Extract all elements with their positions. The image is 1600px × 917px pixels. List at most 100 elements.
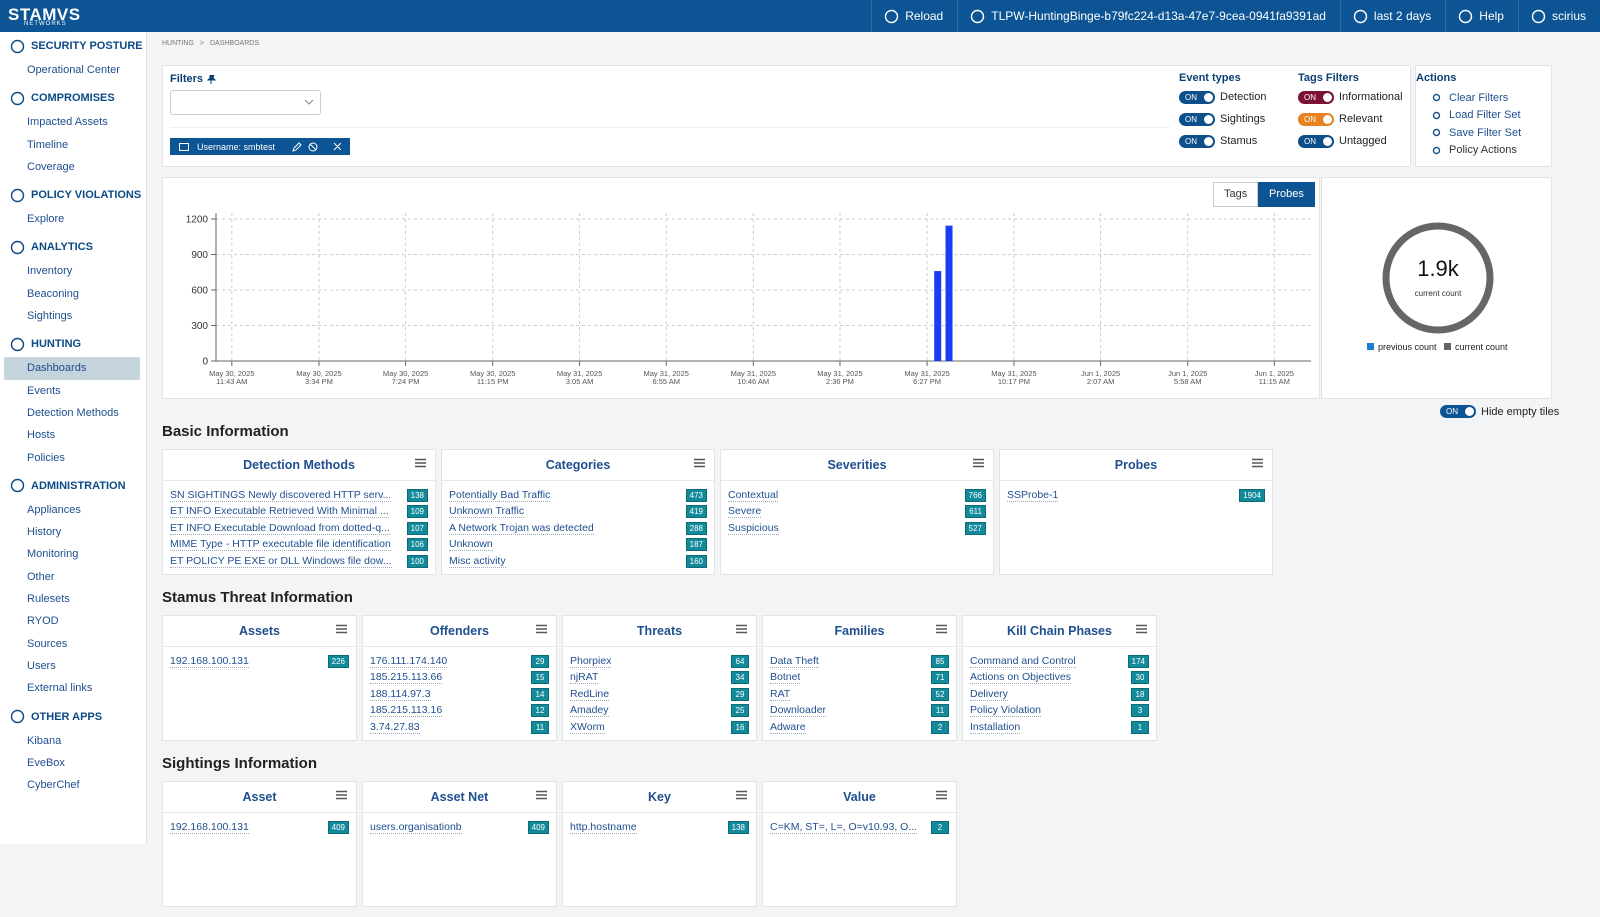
nav-link[interactable]: Monitoring [4,543,140,565]
row-label[interactable]: MIME Type - HTTP executable file identif… [170,538,391,551]
row-label[interactable]: Botnet [770,671,800,684]
toggle[interactable]: ONInformational [1298,86,1403,108]
row-label[interactable]: njRAT [570,671,598,684]
nav-link[interactable]: Sightings [4,305,140,327]
row-label[interactable]: 185.215.113.66 [370,671,442,684]
nav-link[interactable]: Detection Methods [4,402,140,424]
row-label[interactable]: 192.168.100.131 [170,821,249,834]
row-label[interactable]: ET INFO Executable Retrieved With Minima… [170,505,389,518]
row-label[interactable]: C=KM, ST=, L=, O=v10.93, O... [770,821,917,834]
toggle[interactable]: ONSightings [1179,108,1266,130]
row-label[interactable]: Potentially Bad Traffic [449,489,550,502]
tile-menu[interactable] [936,624,947,634]
nav-link[interactable]: Policies [4,447,140,469]
row-label[interactable]: A Network Trojan was detected [449,522,594,535]
tile-menu[interactable] [936,790,947,800]
row-label[interactable]: 185.215.113.16 [370,704,442,717]
nav-link[interactable]: Coverage [4,156,140,178]
nav-link[interactable]: Kibana [4,730,140,752]
tile-menu[interactable] [536,624,547,634]
row-label[interactable]: 192.168.100.131 [170,655,249,668]
row-label[interactable]: Suspicious [728,522,779,535]
row-label[interactable]: Adware [770,721,806,734]
row-label[interactable]: Policy Violation [970,704,1041,717]
nav-link[interactable]: Events [4,380,140,402]
nav-link[interactable]: Hosts [4,424,140,446]
row-label[interactable]: Downloader [770,704,826,717]
nav-link[interactable]: Timeline [4,134,140,156]
row-label[interactable]: Amadey [570,704,609,717]
toggle[interactable]: ONHide empty tiles [1440,404,1559,419]
tile-rows: 192.168.100.131409 [163,813,356,836]
nav-link[interactable]: Sources [4,633,140,655]
row-label[interactable]: users.organisationb [370,821,462,834]
row-label[interactable]: Command and Control [970,655,1076,668]
nav-link[interactable]: Users [4,655,140,677]
nav-link[interactable]: EveBox [4,752,140,774]
nav-link[interactable]: Impacted Assets [4,111,140,133]
row-label[interactable]: RedLine [570,688,609,701]
tile-menu[interactable] [694,458,705,468]
toggle[interactable]: ONStamus [1179,130,1266,152]
nav-link[interactable]: Dashboards [4,357,140,379]
row-label[interactable]: RAT [770,688,790,701]
row-label[interactable]: XWorm [570,721,605,734]
nav-link[interactable]: Beaconing [4,283,140,305]
action[interactable]: Clear Filters [1432,89,1521,107]
divider [170,127,1170,128]
toggle[interactable]: ONDetection [1179,86,1266,108]
nav-link[interactable]: External links [4,677,140,699]
top-item[interactable]: Help [1445,0,1518,32]
nav-link[interactable]: Appliances [4,499,140,521]
nav-section: OTHER APPSKibanaEveBoxCyberChef [0,704,146,797]
tile-menu[interactable] [736,624,747,634]
action[interactable]: Load Filter Set [1432,107,1521,125]
top-item[interactable]: scirius [1518,0,1600,32]
nav-link[interactable]: Inventory [4,260,140,282]
row-label[interactable]: SN SIGHTINGS Newly discovered HTTP serv.… [170,489,391,502]
action-label: Clear Filters [1449,92,1508,104]
chip-buttons[interactable] [291,142,341,152]
row-label[interactable]: Phorpiex [570,655,611,668]
nav-link[interactable]: RYOD [4,610,140,632]
top-item[interactable]: TLPW-HuntingBinge-b79fc224-d13a-47e7-9ce… [957,0,1340,32]
nav-link[interactable]: Other [4,566,140,588]
nav-link[interactable]: Explore [4,208,140,230]
tile-menu[interactable] [1136,624,1147,634]
action[interactable]: Policy Actions [1432,142,1521,160]
row-label[interactable]: Contextual [728,489,778,502]
row-label[interactable]: Unknown Traffic [449,505,524,518]
nav-link[interactable]: Operational Center [4,59,140,81]
row-label[interactable]: Unknown [449,538,493,551]
row-label[interactable]: http.hostname [570,821,637,834]
tile-menu[interactable] [736,790,747,800]
toggle[interactable]: ONRelevant [1298,108,1403,130]
row-label[interactable]: ET POLICY PE EXE or DLL Windows file dow… [170,555,392,568]
row-label[interactable]: Installation [970,721,1020,734]
nav-link[interactable]: History [4,521,140,543]
filter-select[interactable] [170,90,321,115]
row-label[interactable]: Actions on Objectives [970,671,1071,684]
tile-menu[interactable] [415,458,426,468]
top-item[interactable]: last 2 days [1340,0,1445,32]
tile-menu[interactable] [336,624,347,634]
tile-menu[interactable] [1252,458,1263,468]
tile-menu[interactable] [973,458,984,468]
tile-menu[interactable] [536,790,547,800]
filter-chip[interactable]: Username: smbtest [170,138,350,155]
toggle[interactable]: ONUntagged [1298,130,1403,152]
row-label[interactable]: 176.111.174.140 [370,655,447,668]
top-item[interactable]: Reload [871,0,957,32]
row-label[interactable]: Delivery [970,688,1008,701]
tile-menu[interactable] [336,790,347,800]
row-label[interactable]: Severe [728,505,761,518]
row-label[interactable]: 3.74.27.83 [370,721,420,734]
row-label[interactable]: 188.114.97.3 [370,688,431,701]
row-label[interactable]: Misc activity [449,555,506,568]
row-label[interactable]: Data Theft [770,655,819,668]
nav-link[interactable]: CyberChef [4,774,140,796]
row-label[interactable]: SSProbe-1 [1007,489,1058,502]
row-label[interactable]: ET INFO Executable Download from dotted-… [170,522,390,535]
nav-link[interactable]: Rulesets [4,588,140,610]
action[interactable]: Save Filter Set [1432,124,1521,142]
